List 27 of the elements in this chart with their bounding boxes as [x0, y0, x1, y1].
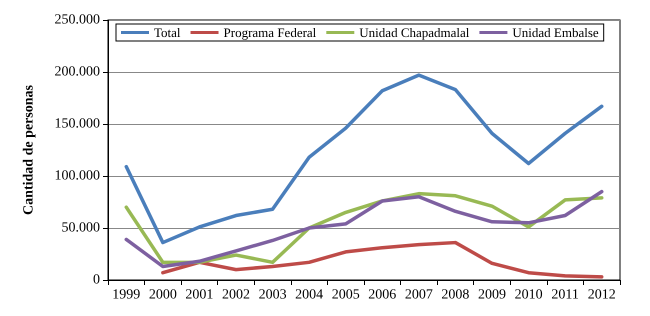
- x-tick-label: 2001: [185, 288, 214, 302]
- x-tick-label: 2003: [258, 288, 287, 302]
- x-tick-label: 2012: [588, 288, 616, 302]
- y-tick-label: 50.000: [62, 220, 100, 236]
- legend-label: Total: [154, 25, 181, 40]
- x-tick-label: 2004: [295, 288, 324, 302]
- x-tick-label: 2002: [222, 288, 250, 302]
- x-tick-label: 2009: [478, 288, 506, 302]
- legend-label: Programa Federal: [224, 25, 317, 40]
- x-tick-label: 2007: [404, 288, 433, 302]
- x-tick-label: 2000: [148, 288, 177, 302]
- x-tick-label: 2010: [514, 288, 543, 302]
- x-tick-label: 2006: [368, 288, 396, 302]
- x-tick-label: 2011: [551, 288, 579, 302]
- y-tick-label: 100.000: [54, 168, 100, 184]
- y-tick-label: 250.000: [54, 12, 100, 28]
- y-axis-title: Cantidad de personas: [22, 84, 36, 215]
- y-tick-label: 200.000: [54, 64, 100, 80]
- legend-label: Unidad Chapadmalal: [359, 25, 470, 40]
- legend-label: Unidad Embalse: [512, 25, 599, 40]
- y-tick-label: 150.000: [54, 116, 100, 132]
- y-tick-label: 0: [93, 272, 100, 288]
- x-tick-label: 2008: [441, 288, 470, 302]
- x-tick-label: 1999: [112, 288, 140, 302]
- line-series: [124, 73, 604, 244]
- line-series: [161, 240, 604, 279]
- x-tick-label: 2005: [332, 288, 360, 302]
